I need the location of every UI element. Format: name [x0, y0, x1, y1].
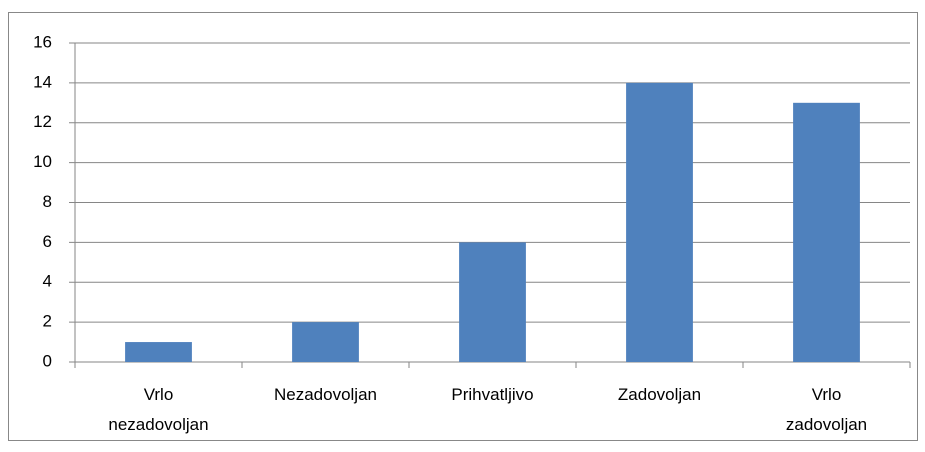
y-tick-label: 16: [33, 32, 52, 51]
y-tick-label: 12: [33, 112, 52, 131]
x-tick-label: Zadovoljan: [617, 385, 702, 404]
x-tick-label: Vrlo nezadovoljan: [108, 385, 209, 434]
x-tick-label: Prihvatljivo: [451, 385, 534, 404]
bar: [125, 342, 192, 362]
y-tick-label: 4: [43, 272, 52, 291]
y-tick-label: 10: [33, 152, 52, 171]
y-tick-label: 14: [33, 72, 52, 91]
x-tick-label: Vrlo zadovoljan: [785, 385, 868, 434]
x-tick-label: Nezadovoljan: [273, 385, 377, 404]
bar: [459, 242, 526, 362]
y-tick-label: 2: [43, 312, 52, 331]
bar: [292, 322, 359, 362]
bar: [626, 82, 693, 362]
bar: [793, 102, 860, 362]
y-tick-label: 6: [43, 232, 52, 251]
y-tick-label: 8: [43, 192, 52, 211]
chart-border: [8, 12, 918, 441]
y-tick-label: 0: [43, 351, 52, 370]
